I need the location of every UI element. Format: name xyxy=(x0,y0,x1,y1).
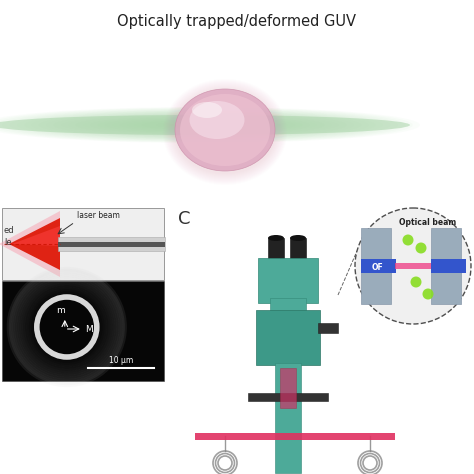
Bar xyxy=(290,238,306,268)
Text: le: le xyxy=(4,238,12,247)
Text: C: C xyxy=(178,210,191,228)
Ellipse shape xyxy=(192,102,222,118)
Bar xyxy=(361,228,391,304)
Text: ed: ed xyxy=(4,226,15,235)
Ellipse shape xyxy=(268,235,284,241)
Circle shape xyxy=(402,235,413,246)
Bar xyxy=(195,433,395,440)
Circle shape xyxy=(410,276,421,288)
Bar xyxy=(256,310,320,365)
Bar xyxy=(280,368,296,408)
Bar xyxy=(318,323,338,333)
Bar xyxy=(431,259,466,273)
Text: m: m xyxy=(56,306,65,315)
Bar xyxy=(248,393,328,401)
Circle shape xyxy=(422,289,434,300)
Bar xyxy=(258,258,318,303)
Bar xyxy=(58,241,165,246)
Ellipse shape xyxy=(290,235,306,241)
Ellipse shape xyxy=(190,101,245,139)
Circle shape xyxy=(416,243,427,254)
Bar xyxy=(395,263,431,269)
Text: laser beam: laser beam xyxy=(77,211,120,220)
Bar xyxy=(268,238,284,268)
Bar xyxy=(361,259,396,273)
Text: Optically trapped/deformed GUV: Optically trapped/deformed GUV xyxy=(118,14,356,29)
Bar xyxy=(270,298,306,313)
Ellipse shape xyxy=(180,94,270,166)
Ellipse shape xyxy=(0,115,410,135)
Polygon shape xyxy=(0,211,60,277)
Circle shape xyxy=(355,208,471,324)
Text: M: M xyxy=(85,325,92,334)
Bar xyxy=(2,281,164,381)
Text: Optical beam: Optical beam xyxy=(400,218,456,227)
Text: 10 μm: 10 μm xyxy=(109,356,133,365)
Bar xyxy=(58,237,165,251)
Ellipse shape xyxy=(175,89,275,171)
Polygon shape xyxy=(9,218,60,270)
Bar xyxy=(275,363,301,473)
Bar xyxy=(2,208,164,280)
Text: OF: OF xyxy=(372,263,384,272)
Bar xyxy=(431,228,461,304)
Polygon shape xyxy=(12,226,60,246)
